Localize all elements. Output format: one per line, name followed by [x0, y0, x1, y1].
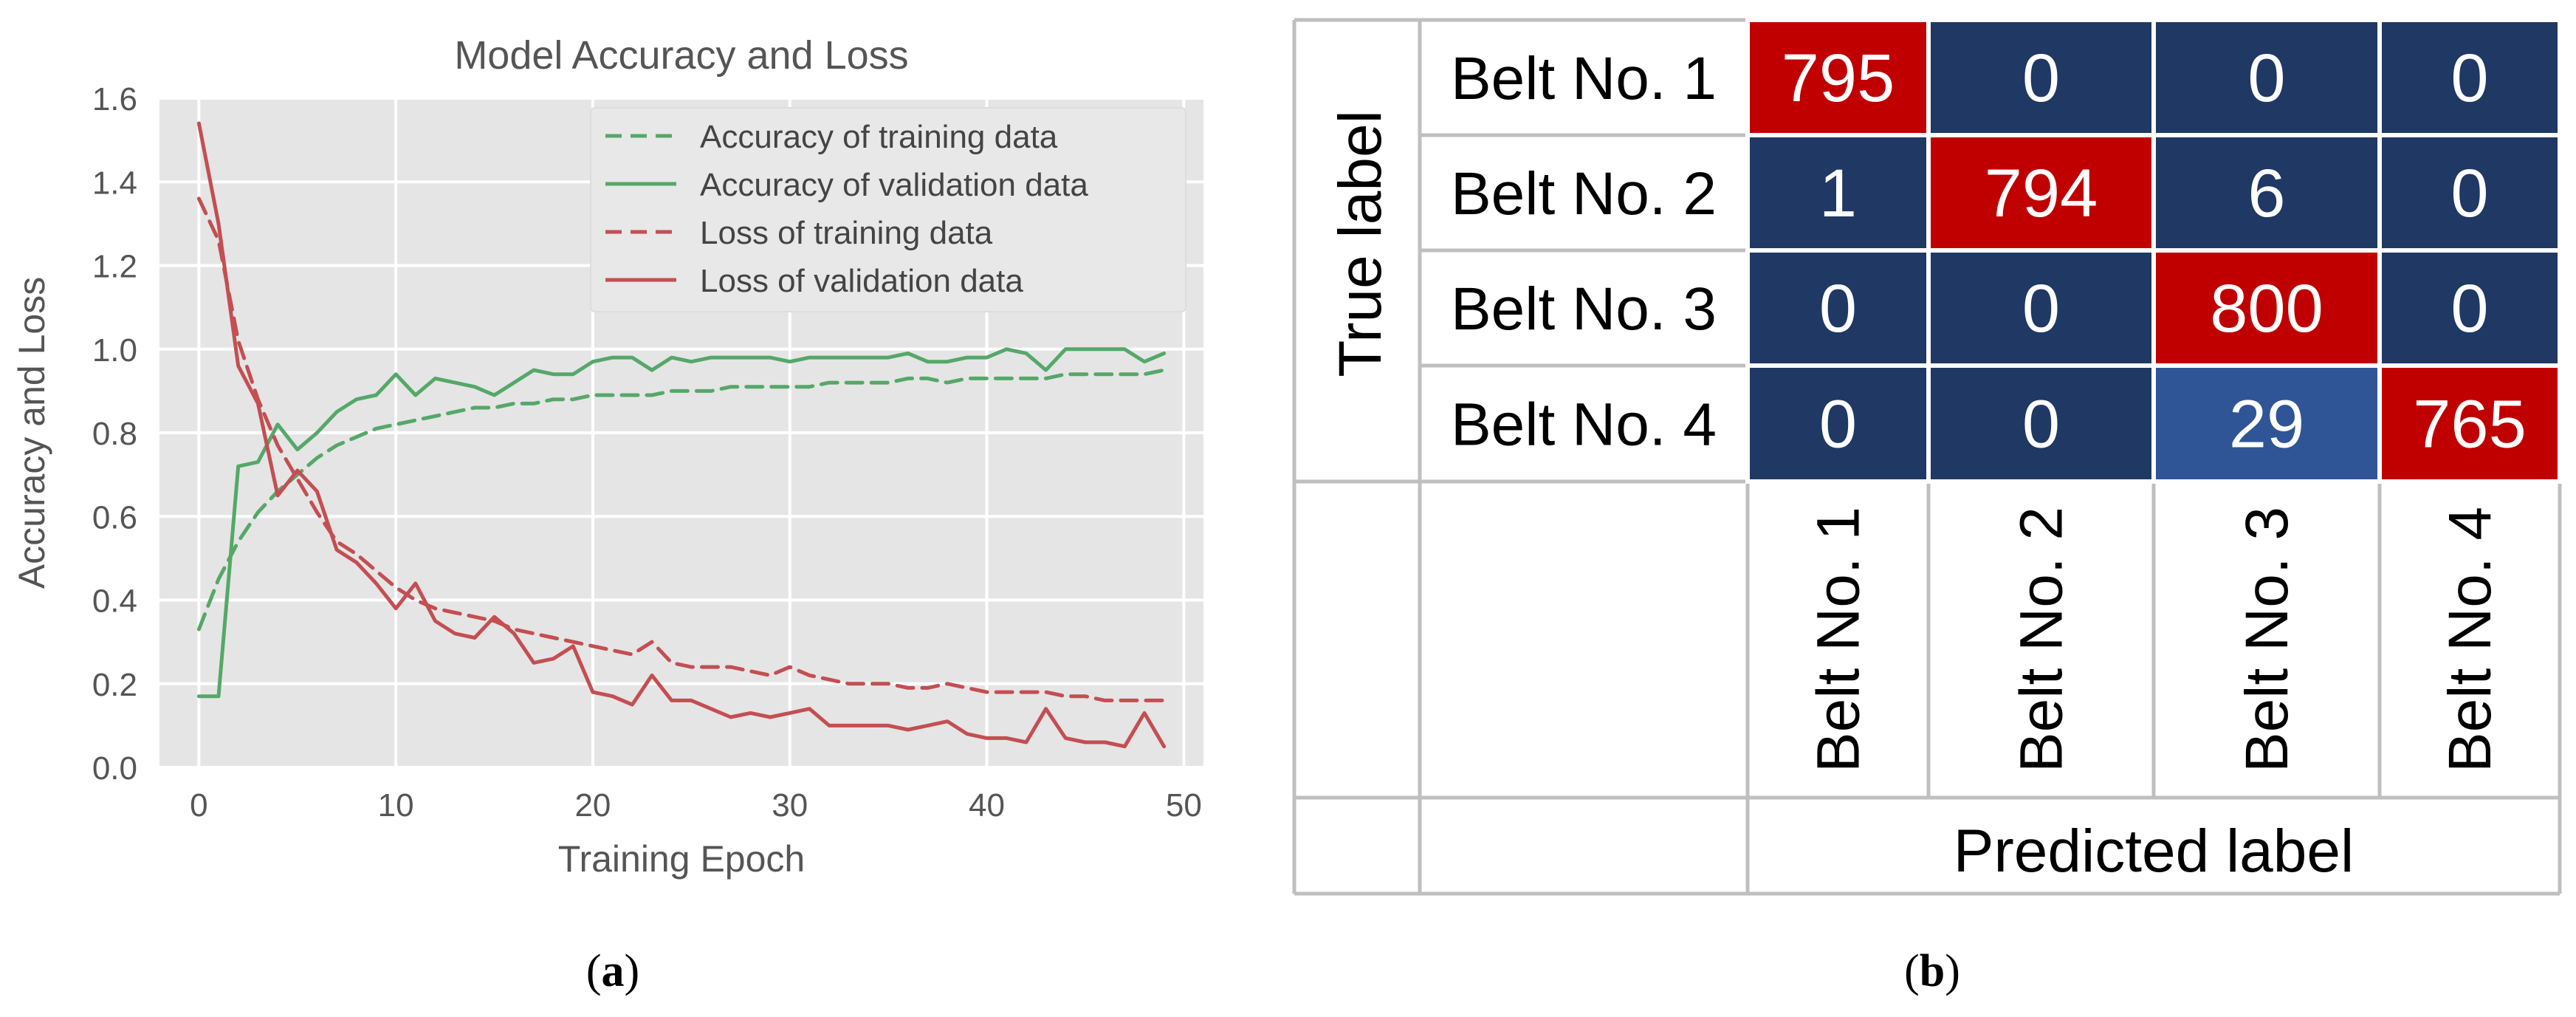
panel-caption-a: (a) — [586, 946, 639, 996]
matrix-cell — [1745, 18, 1931, 137]
row-label: Belt No. 1 — [1451, 45, 1717, 112]
matrix-cell — [1745, 363, 1931, 484]
series-lines — [196, 121, 1167, 749]
series-train-accuracy — [196, 368, 1167, 631]
matrix-cell-value: 0 — [2247, 41, 2285, 116]
y-tick-label: 1.4 — [92, 165, 137, 201]
matrix-cells: 795 0 0 0 1 794 6 0 0 0 800 0 0 0 29 765 — [1745, 18, 2562, 484]
x-tick-label: 20 — [574, 787, 611, 823]
series-train-loss — [196, 196, 1167, 702]
matrix-cell-value: 795 — [1782, 41, 1895, 116]
matrix-cell — [2377, 133, 2562, 253]
matrix-cell-value: 1 — [1819, 156, 1857, 231]
matrix-cell-value: 0 — [2450, 41, 2488, 116]
matrix-cell-value: 0 — [2450, 156, 2488, 231]
matrix-cell-value: 800 — [2210, 271, 2323, 346]
y-tick-label: 1.0 — [92, 332, 137, 369]
legend-label-train-acc: Accuracy of training data — [700, 119, 1058, 155]
chart-title: Model Accuracy and Loss — [454, 33, 908, 78]
matrix-cell-value: 0 — [1819, 387, 1857, 462]
column-label: Belt No. 3 — [2233, 507, 2301, 773]
row-label: Belt No. 2 — [1451, 160, 1717, 227]
x-tick-label: 50 — [1166, 787, 1202, 823]
true-label-axis-title: True label — [1327, 110, 1394, 377]
matrix-cell-value: 0 — [2022, 387, 2060, 462]
column-labels: Belt No. 1 Belt No. 2 Belt No. 3 Belt No. 4 — [1805, 507, 2504, 773]
matrix-cell-value: 0 — [2022, 41, 2060, 116]
panel-caption-b: (b) — [1904, 946, 1960, 996]
y-tick-label: 0.8 — [92, 416, 137, 452]
column-label: Belt No. 2 — [2008, 507, 2075, 773]
matrix-cell — [1926, 248, 2156, 368]
gridlines — [159, 97, 1203, 769]
y-tick-label: 0.6 — [92, 499, 137, 535]
x-tick-label: 40 — [969, 787, 1005, 823]
column-label: Belt No. 4 — [2436, 507, 2504, 773]
x-axis-label: Training Epoch — [558, 838, 805, 880]
x-tick-label: 10 — [378, 787, 414, 823]
x-tick-label: 0 — [190, 787, 207, 823]
matrix-cell-value: 794 — [1985, 156, 2098, 231]
matrix-cell — [1745, 248, 1931, 368]
matrix-cell — [2151, 18, 2382, 137]
matrix-cell-value: 0 — [2022, 271, 2060, 346]
matrix-cell-value: 765 — [2413, 387, 2527, 462]
x-tick-label: 30 — [772, 787, 808, 823]
matrix-cell — [2377, 363, 2562, 484]
legend: Accuracy of training data Accuracy of va… — [590, 107, 1186, 312]
legend-label-train-loss: Loss of training data — [700, 215, 993, 251]
confusion-matrix: 795 0 0 01 794 6 00 0 800 00 0 29 765 Belt No. 1Belt… — [1292, 18, 2562, 996]
y-tick-label: 0.4 — [92, 583, 137, 620]
y-axis-label: Accuracy and Loss — [11, 277, 52, 589]
y-tick-label: 1.6 — [92, 81, 137, 117]
x-tick-labels: 0 10 20 30 40 50 — [190, 787, 1202, 823]
y-tick-label: 0.2 — [92, 667, 137, 703]
row-label: Belt No. 3 — [1451, 275, 1717, 343]
matrix-cell-value: 0 — [1819, 271, 1857, 346]
row-label: Belt No. 4 — [1451, 391, 1717, 459]
accuracy-loss-chart: 0 10 20 30 40 50 0.00.20.40.60.81.01.21.41.6 … — [11, 33, 1203, 996]
y-tick-label: 1.2 — [92, 249, 137, 285]
row-labels: Belt No. 1 Belt No. 2 Belt No. 3 Belt No. 4 — [1451, 45, 1717, 459]
legend-box — [590, 107, 1186, 312]
legend-label-val-loss: Loss of validation data — [700, 263, 1023, 299]
matrix-cell-value: 29 — [2229, 387, 2304, 462]
matrix-cell-value: 0 — [2450, 271, 2488, 346]
series-val-accuracy — [196, 347, 1167, 699]
legend-label-val-acc: Accuracy of validation data — [700, 167, 1088, 203]
column-label: Belt No. 1 — [1805, 507, 1872, 773]
y-tick-labels: 0.0 0.2 0.4 0.6 0.8 1.0 1.2 1.4 1.6 — [92, 81, 137, 787]
matrix-cell — [1745, 133, 1931, 253]
matrix-cell — [1926, 18, 2156, 137]
matrix-cell — [2151, 363, 2382, 484]
y-tick-label: 0.0 — [92, 750, 137, 787]
matrix-cell-value: 6 — [2247, 156, 2285, 231]
series-val-loss — [196, 121, 1167, 749]
predicted-label-axis-title: Predicted label — [1954, 818, 2354, 885]
